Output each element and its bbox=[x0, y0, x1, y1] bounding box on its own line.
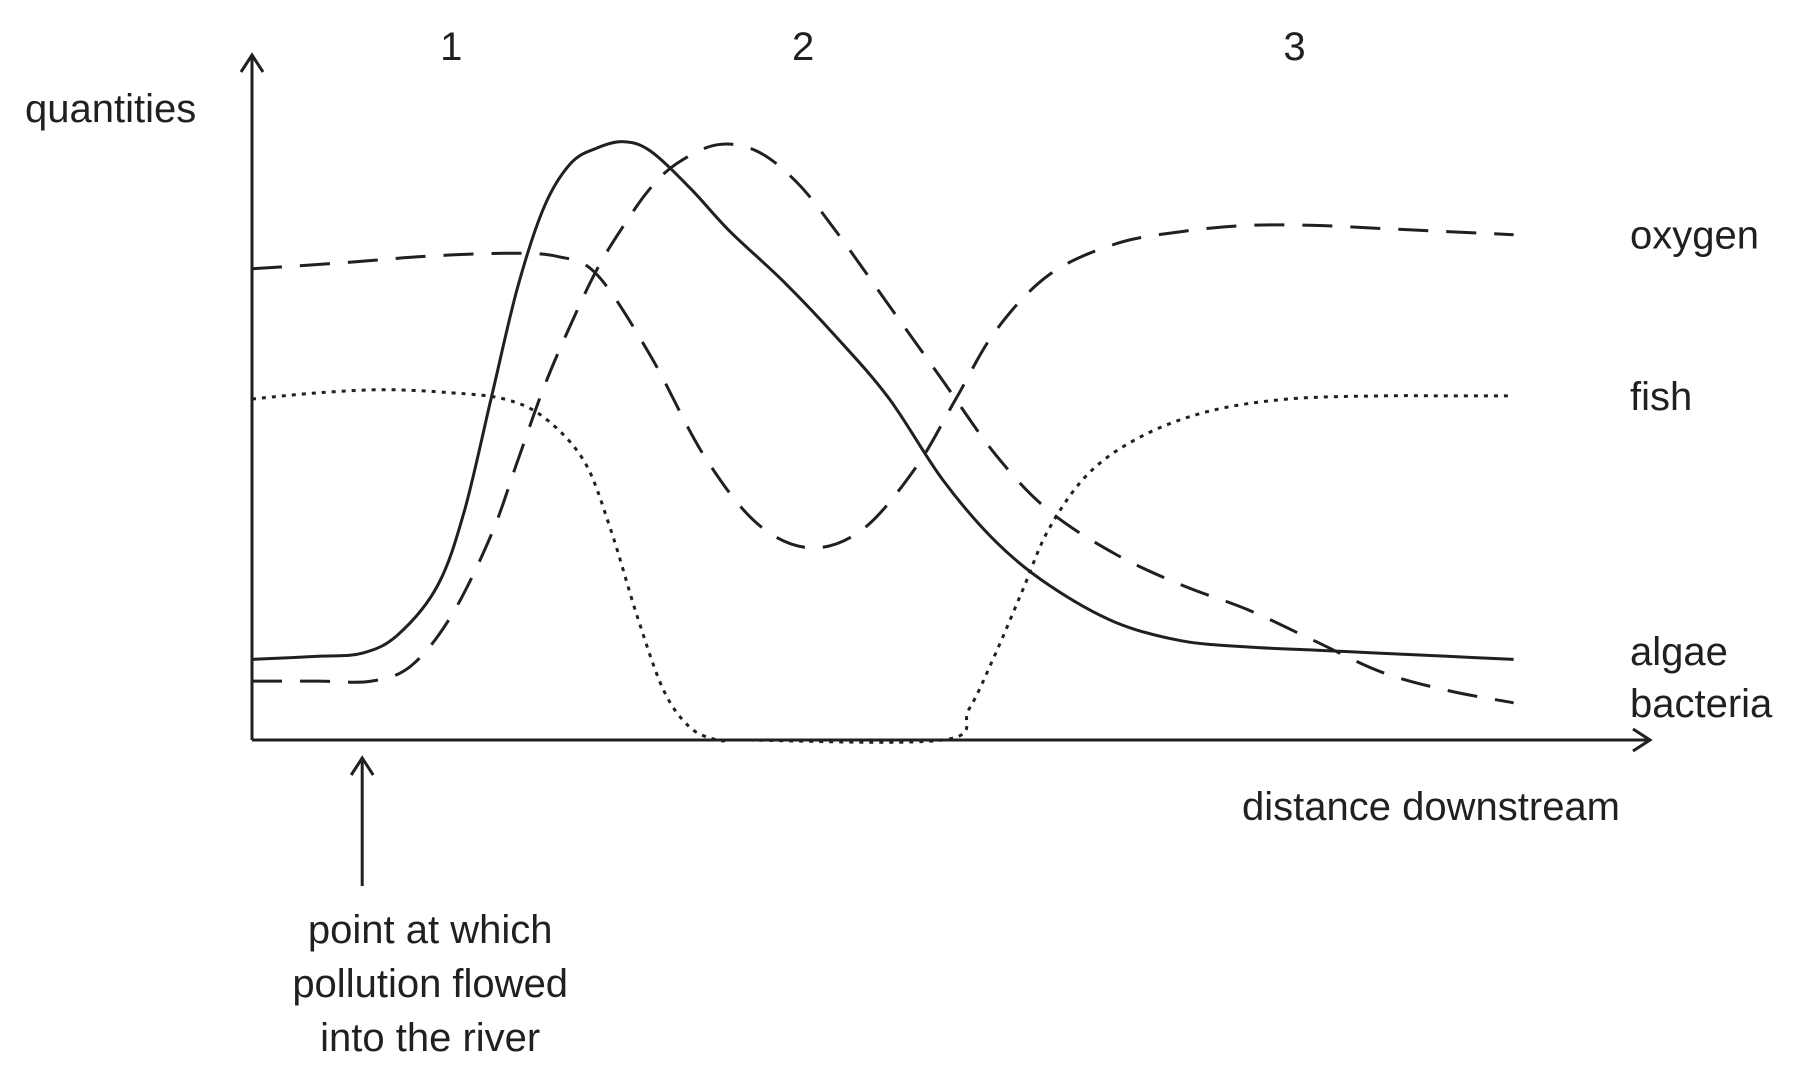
series-label-oxygen: oxygen bbox=[1630, 214, 1759, 258]
pollution-arrowhead bbox=[349, 755, 375, 776]
zone-label-3: 3 bbox=[1283, 25, 1305, 69]
pollution-annotation-line: into the river bbox=[320, 1016, 540, 1060]
series-label-algae: algae bbox=[1630, 630, 1728, 674]
y-axis-arrowhead bbox=[239, 52, 265, 73]
pollution-annotation-line: point at which bbox=[308, 908, 553, 952]
curve-bacteria bbox=[252, 142, 1514, 705]
curve-algae bbox=[251, 140, 1514, 661]
zone-label-2: 2 bbox=[792, 25, 814, 69]
zone-label-1: 1 bbox=[440, 25, 462, 69]
series-label-bacteria: bacteria bbox=[1630, 682, 1773, 726]
curve-fish bbox=[251, 388, 1514, 744]
pollution-annotation-text: point at which pollution flowed into the r… bbox=[292, 908, 568, 1060]
pollution-annotation: point at which pollution flowed into the r… bbox=[292, 755, 568, 1060]
y-axis-label: quantities bbox=[25, 87, 196, 131]
series-labels: oxygen fish algae bacteria bbox=[1630, 214, 1773, 726]
pollution-annotation-line: pollution flowed bbox=[292, 962, 568, 1006]
curves bbox=[251, 140, 1514, 744]
x-axis-label: distance downstream bbox=[1242, 785, 1620, 829]
x-axis-arrowhead bbox=[1632, 727, 1653, 753]
zone-labels: 1 2 3 bbox=[440, 25, 1306, 69]
curve-oxygen bbox=[251, 223, 1514, 550]
series-label-fish: fish bbox=[1630, 375, 1692, 419]
